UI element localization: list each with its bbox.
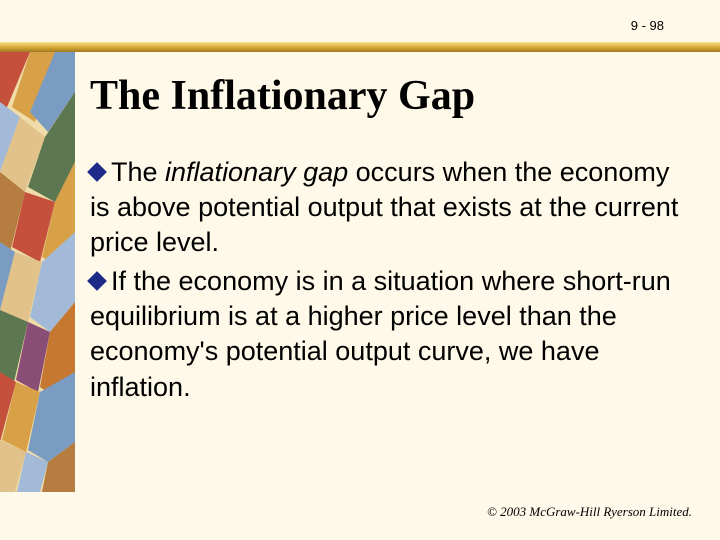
bullet-prefix: The — [111, 157, 165, 187]
bullet-rest: If the economy is in a situation where s… — [90, 266, 671, 401]
diamond-bullet-icon — [87, 162, 107, 182]
slide-title: The Inflationary Gap — [90, 72, 475, 120]
copyright-text: © 2003 McGraw-Hill Ryerson Limited. — [487, 504, 692, 520]
content-area: The inflationary gap occurs when the eco… — [90, 155, 680, 409]
page-number: 9 - 98 — [631, 18, 664, 33]
bullet-item: The inflationary gap occurs when the eco… — [90, 155, 680, 260]
diamond-bullet-icon — [87, 271, 107, 291]
gold-divider-bar — [0, 42, 720, 52]
decorative-sidebar — [0, 52, 75, 492]
bullet-item: If the economy is in a situation where s… — [90, 264, 680, 404]
bullet-term: inflationary gap — [165, 157, 348, 187]
